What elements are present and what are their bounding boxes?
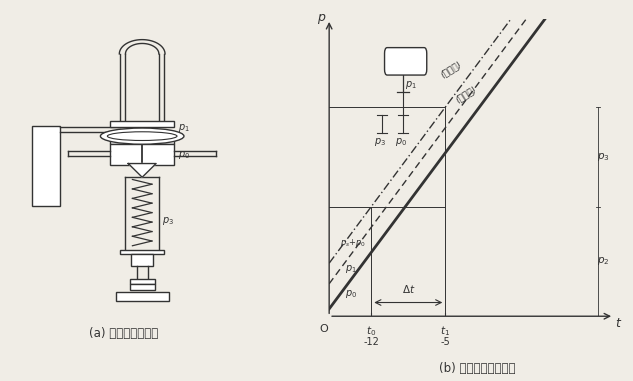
Text: $p_3$: $p_3$	[161, 215, 173, 227]
Text: $\Delta t$: $\Delta t$	[401, 283, 415, 295]
Polygon shape	[128, 163, 156, 177]
Text: $t_0$: $t_0$	[367, 324, 377, 338]
Text: (开阀力): (开阀力)	[454, 84, 479, 104]
Bar	[131, 255, 153, 266]
Text: (关阀力): (关阀力)	[438, 60, 463, 80]
Bar	[110, 144, 174, 165]
Bar	[120, 250, 165, 255]
Text: $p_3$: $p_3$	[374, 136, 385, 147]
Bar	[116, 292, 168, 301]
FancyBboxPatch shape	[385, 48, 427, 75]
Text: -5: -5	[441, 337, 450, 347]
Ellipse shape	[101, 128, 184, 144]
Bar	[110, 138, 174, 144]
Text: $t_1$: $t_1$	[440, 324, 450, 338]
Text: (b) 过热度控制原理图: (b) 过热度控制原理图	[439, 362, 515, 375]
Text: $t$: $t$	[615, 317, 622, 330]
Text: O: O	[320, 324, 329, 334]
Text: $p$: $p$	[316, 12, 326, 26]
Text: $p_s$$+$$p_0$: $p_s$$+$$p_0$	[340, 237, 366, 249]
Text: (a) 热力作用原理图: (a) 热力作用原理图	[89, 327, 159, 340]
Text: $p_2$: $p_2$	[597, 255, 610, 267]
Bar	[110, 121, 174, 127]
Bar	[130, 279, 154, 284]
Text: $p_0$: $p_0$	[395, 136, 407, 147]
Text: -12: -12	[363, 337, 379, 347]
Bar	[32, 126, 60, 206]
Text: $p_0$: $p_0$	[179, 149, 191, 161]
Text: $p_1$: $p_1$	[345, 263, 357, 274]
Text: $p_3$: $p_3$	[597, 151, 610, 163]
Bar	[130, 284, 154, 290]
Text: $p_1$: $p_1$	[404, 79, 417, 91]
Ellipse shape	[108, 132, 177, 141]
Text: $p_1$: $p_1$	[179, 122, 190, 134]
Text: $p_0$: $p_0$	[345, 288, 357, 299]
